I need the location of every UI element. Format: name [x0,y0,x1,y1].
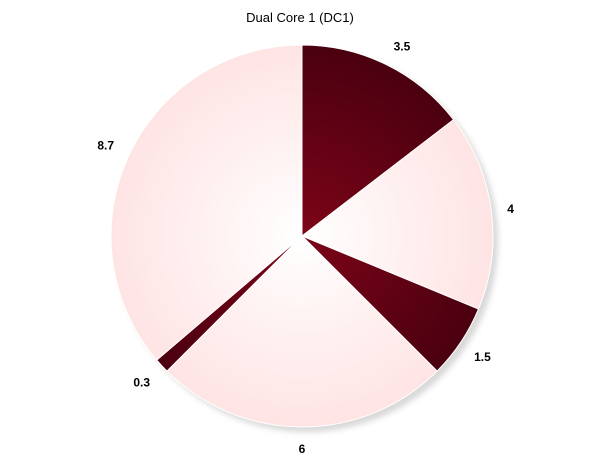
pie-slice-8.7 [110,44,303,361]
pie-slice-6 [166,235,438,428]
slice-label-6: 6 [299,442,306,456]
pie-slice-3.5 [301,44,455,238]
chart-title: Dual Core 1 (DC1) [246,10,354,25]
pie-labels: 3.5 4 1.5 6 0.3 8.7 [97,39,514,456]
pie-slice-4 [301,119,494,310]
slice-label-1.5: 1.5 [474,350,491,364]
slice-label-8.7: 8.7 [97,138,114,152]
slice-label-0.3: 0.3 [133,376,150,390]
slice-label-3.5: 3.5 [394,39,411,53]
pie-slices [110,44,494,428]
slice-label-4: 4 [507,202,514,216]
